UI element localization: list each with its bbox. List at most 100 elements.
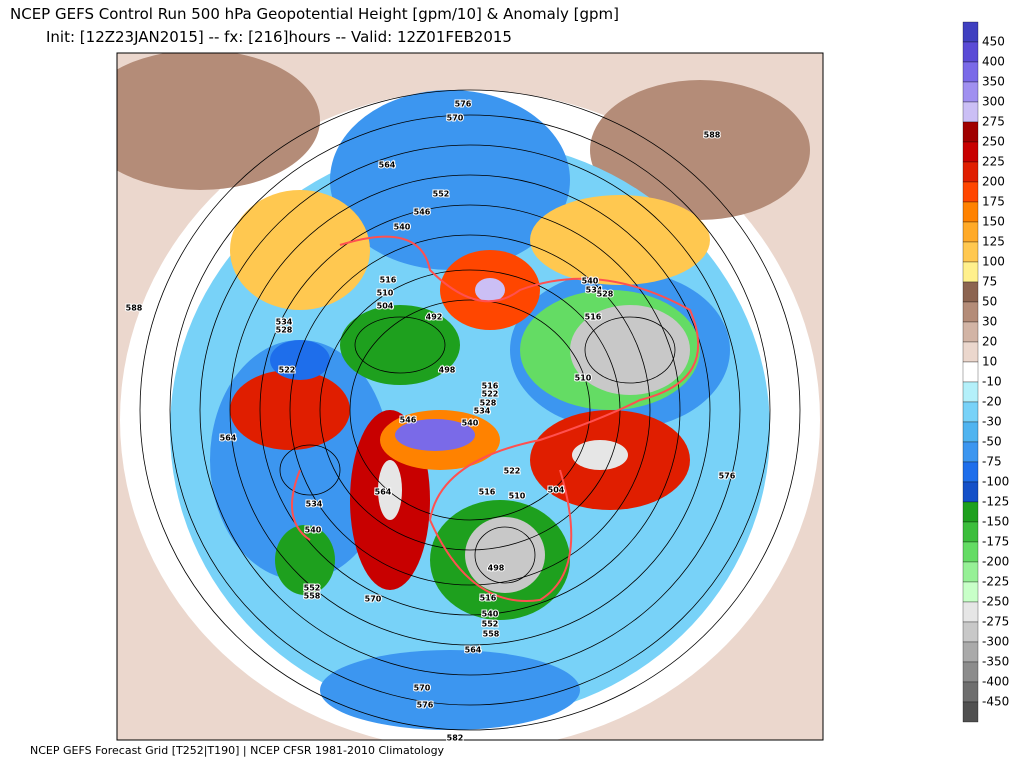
colorbar-label: -75 xyxy=(982,455,1002,469)
colorbar-swatch xyxy=(962,441,979,463)
colorbar-label: -125 xyxy=(982,495,1009,509)
colorbar-label: -275 xyxy=(982,615,1009,629)
contour-label: 522 xyxy=(279,366,296,375)
colorbar-label: -200 xyxy=(982,555,1009,569)
contour-label: 570 xyxy=(365,595,382,604)
colorbar-swatch xyxy=(962,41,979,63)
contour-label: 498 xyxy=(488,564,505,573)
contour-label: 534 xyxy=(586,286,603,295)
contour-label: 540 xyxy=(305,526,322,535)
colorbar-swatch xyxy=(962,481,979,503)
colorbar-swatch xyxy=(962,261,979,283)
colorbar-label: -100 xyxy=(982,475,1009,489)
colorbar-swatch xyxy=(962,281,979,303)
colorbar-swatch xyxy=(962,101,979,123)
colorbar-swatch xyxy=(962,381,979,403)
contour-label: 498 xyxy=(439,366,456,375)
colorbar-swatch xyxy=(962,561,979,583)
colorbar-swatch xyxy=(962,461,979,483)
colorbar-swatch xyxy=(962,201,979,223)
contour-label: 528 xyxy=(480,399,497,408)
colorbar-label: 100 xyxy=(982,255,1005,269)
colorbar-swatch xyxy=(962,521,979,543)
contour-label: 528 xyxy=(597,290,614,299)
colorbar-swatch xyxy=(962,121,979,143)
colorbar-swatch xyxy=(962,621,979,643)
contour-label: 534 xyxy=(306,500,323,509)
colorbar-swatch xyxy=(962,641,979,663)
contour-label: 516 xyxy=(585,313,602,322)
contour-label: 510 xyxy=(377,289,394,298)
colorbar-swatch xyxy=(962,701,979,723)
colorbar-swatch xyxy=(962,581,979,603)
colorbar-swatch xyxy=(962,181,979,203)
colorbar-swatch xyxy=(962,61,979,83)
contour-label: 534 xyxy=(276,318,293,327)
contour-label: 576 xyxy=(719,472,736,481)
colorbar-label: -300 xyxy=(982,635,1009,649)
colorbar-label: 225 xyxy=(982,155,1005,169)
colorbar-label: 400 xyxy=(982,55,1005,69)
contour-label: 546 xyxy=(400,416,417,425)
contour-label: 492 xyxy=(426,313,443,322)
contour-label: 564 xyxy=(379,161,396,170)
colorbar-swatch xyxy=(962,301,979,323)
contour-label: 552 xyxy=(482,620,499,629)
colorbar-swatch xyxy=(962,241,979,263)
colorbar-label: 125 xyxy=(982,235,1005,249)
colorbar-label: 50 xyxy=(982,295,997,309)
contour-label: 576 xyxy=(455,100,472,109)
colorbar-swatch xyxy=(962,681,979,703)
colorbar-swatch xyxy=(962,661,979,683)
colorbar-label: 250 xyxy=(982,135,1005,149)
colorbar-swatch xyxy=(962,501,979,523)
map-frame xyxy=(116,52,824,741)
colorbar-label: -250 xyxy=(982,595,1009,609)
colorbar-label: -225 xyxy=(982,575,1009,589)
contour-label: 522 xyxy=(482,390,499,399)
contour-label: 564 xyxy=(375,488,392,497)
title: NCEP GEFS Control Run 500 hPa Geopotenti… xyxy=(10,5,619,23)
colorbar-label: 350 xyxy=(982,75,1005,89)
contour-label: 510 xyxy=(575,374,592,383)
contour-label: 510 xyxy=(509,492,526,501)
colorbar-label: 200 xyxy=(982,175,1005,189)
colorbar-label: 30 xyxy=(982,315,997,329)
colorbar-label: 20 xyxy=(982,335,997,349)
colorbar-label: -30 xyxy=(982,415,1002,429)
colorbar-label: -175 xyxy=(982,535,1009,549)
contour-label: 558 xyxy=(304,592,321,601)
colorbar-label: -400 xyxy=(982,675,1009,689)
contour-label: 516 xyxy=(482,382,499,391)
footer: NCEP GEFS Forecast Grid [T252|T190] | NC… xyxy=(30,744,445,757)
colorbar-label: 75 xyxy=(982,275,997,289)
contour-label: 570 xyxy=(447,114,464,123)
colorbar-label: 450 xyxy=(982,35,1005,49)
contour-label: 570 xyxy=(414,684,431,693)
contour-label: 540 xyxy=(394,223,411,232)
colorbar-swatch xyxy=(962,361,979,383)
contour-label: 528 xyxy=(276,326,293,335)
contour-label: 540 xyxy=(482,610,499,619)
colorbar-label: -150 xyxy=(982,515,1009,529)
contour-label: 534 xyxy=(474,407,491,416)
colorbar-swatch xyxy=(962,161,979,183)
colorbar-label: -20 xyxy=(982,395,1002,409)
contour-label: 582 xyxy=(447,734,464,743)
contour-label: 546 xyxy=(414,208,431,217)
contour-label: 516 xyxy=(380,276,397,285)
contour-label: 552 xyxy=(433,190,450,199)
contour-label: 558 xyxy=(483,630,500,639)
contour-label: 540 xyxy=(462,419,479,428)
colorbar-swatch xyxy=(962,141,979,163)
contour-label: 552 xyxy=(304,584,321,593)
contour-label: 516 xyxy=(480,594,497,603)
colorbar-swatch xyxy=(962,401,979,423)
map-area xyxy=(117,53,823,740)
colorbar-label: 175 xyxy=(982,195,1005,209)
colorbar-swatch xyxy=(962,601,979,623)
colorbar-label: -10 xyxy=(982,375,1002,389)
subtitle: Init: [12Z23JAN2015] -- fx: [216]hours -… xyxy=(46,28,512,46)
